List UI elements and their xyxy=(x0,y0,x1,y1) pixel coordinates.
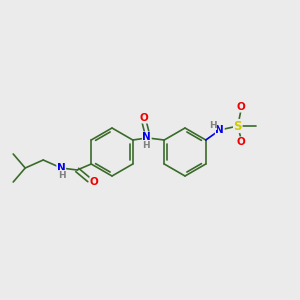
Text: N: N xyxy=(215,125,224,135)
Text: O: O xyxy=(236,137,245,147)
Text: H: H xyxy=(58,170,66,179)
Text: O: O xyxy=(236,102,245,112)
Text: N: N xyxy=(142,132,151,142)
Text: H: H xyxy=(209,121,217,130)
Text: O: O xyxy=(140,113,148,123)
Text: H: H xyxy=(142,140,150,149)
Text: O: O xyxy=(90,177,99,187)
Text: S: S xyxy=(233,119,242,133)
Text: N: N xyxy=(57,163,66,173)
